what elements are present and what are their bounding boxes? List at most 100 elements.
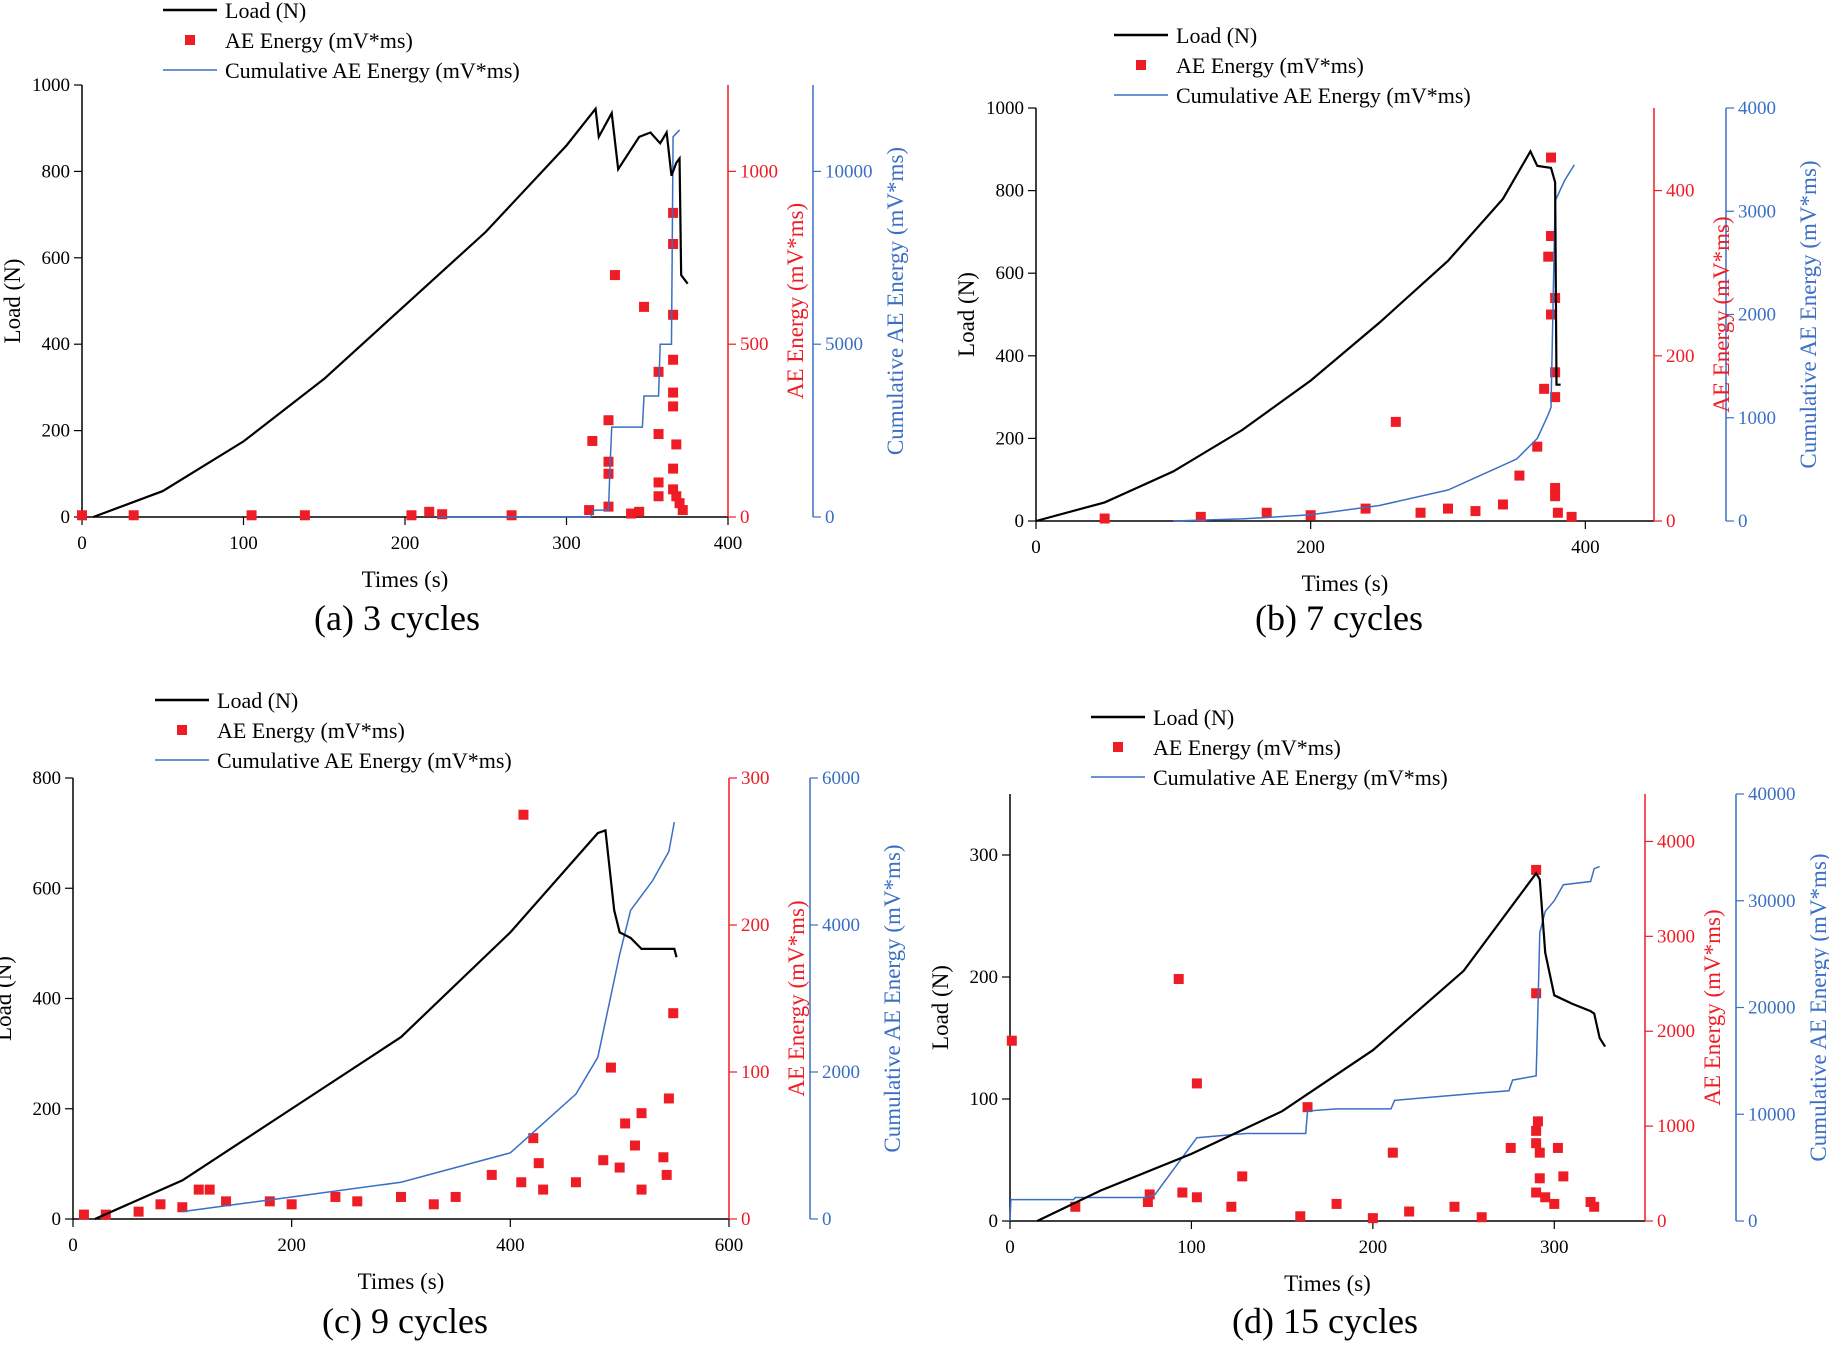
y-axis-label: Load (N) bbox=[928, 965, 953, 1050]
x-axis-label: Times (s) bbox=[358, 1269, 445, 1294]
y3-axis-label: Cumulative AE Energy (mV*ms) bbox=[1806, 853, 1829, 1161]
y-tick-label: 0 bbox=[989, 1211, 999, 1232]
ae-energy-point bbox=[1550, 392, 1561, 403]
ae-energy-point bbox=[629, 1140, 640, 1151]
ae-energy-point bbox=[1546, 152, 1556, 163]
y3-tick-label: 20000 bbox=[1748, 998, 1796, 1019]
ae-energy-point bbox=[77, 510, 87, 521]
y-tick-label: 800 bbox=[33, 768, 62, 789]
chart-panel-2: 0 200 400 600020040060080001002003000200040… bbox=[0, 688, 905, 1341]
load-line bbox=[92, 105, 689, 519]
ae-energy-point bbox=[424, 506, 435, 517]
ae-energy-point bbox=[437, 509, 448, 520]
ae-energy-point bbox=[1540, 1192, 1551, 1203]
y3-tick-label: 0 bbox=[825, 507, 835, 528]
ae-energy-point bbox=[626, 508, 637, 519]
ae-energy-point bbox=[1449, 1201, 1460, 1212]
y2-axis-label: AE Energy (mV*ms) bbox=[1700, 909, 1725, 1105]
legend-label: Cumulative AE Energy (mV*ms) bbox=[217, 748, 512, 773]
ae-energy-point bbox=[1415, 507, 1426, 518]
ae-energy-point bbox=[128, 510, 139, 521]
ae-energy-point bbox=[677, 505, 688, 516]
y2-tick-label: 0 bbox=[740, 507, 750, 528]
x-tick-label: 400 bbox=[496, 1235, 525, 1256]
ae-energy-point bbox=[1566, 511, 1577, 522]
x-tick-label: 400 bbox=[714, 533, 743, 554]
legend-label: Cumulative AE Energy (mV*ms) bbox=[225, 58, 520, 83]
legend-label: Load (N) bbox=[217, 688, 298, 713]
ae-energy-point bbox=[1531, 988, 1542, 999]
x-tick-label: 100 bbox=[229, 533, 258, 554]
chart-panel-0: 0 100 200 300 400020040060080010000500100005… bbox=[0, 0, 908, 638]
ae-energy-point bbox=[653, 477, 664, 488]
ae-energy-point bbox=[352, 1196, 363, 1207]
ae-energy-point bbox=[1550, 482, 1561, 493]
y3-tick-label: 10000 bbox=[1748, 1104, 1796, 1125]
y3-tick-label: 0 bbox=[1738, 511, 1748, 532]
ae-energy-point bbox=[634, 506, 645, 517]
ae-energy-point bbox=[1470, 506, 1481, 517]
y-tick-label: 1000 bbox=[986, 98, 1024, 119]
y3-axis-label: Cumulative AE Energy (mV*ms) bbox=[880, 844, 905, 1152]
ae-energy-point bbox=[133, 1206, 144, 1217]
ae-energy-point bbox=[1226, 1201, 1237, 1212]
ae-energy-point bbox=[1142, 1197, 1153, 1208]
ae-energy-point bbox=[636, 1108, 647, 1119]
ae-energy-point bbox=[1534, 1173, 1545, 1184]
y3-tick-label: 5000 bbox=[825, 334, 863, 355]
y-axis-label: Load (N) bbox=[0, 956, 16, 1041]
y-tick-label: 800 bbox=[996, 181, 1025, 202]
legend-label: Load (N) bbox=[1176, 23, 1257, 48]
ae-energy-point bbox=[396, 1191, 406, 1202]
cumulative-ae-line bbox=[182, 821, 676, 1213]
ae-energy-point bbox=[1552, 507, 1563, 518]
panel-caption: (b) 7 cycles bbox=[1255, 598, 1423, 638]
y3-tick-label: 30000 bbox=[1748, 891, 1796, 912]
ae-energy-point bbox=[1195, 511, 1206, 522]
ae-energy-point bbox=[605, 1062, 616, 1073]
ae-energy-point bbox=[1144, 1189, 1155, 1200]
ae-energy-point bbox=[1191, 1078, 1202, 1089]
y-tick-label: 400 bbox=[33, 989, 62, 1010]
y3-tick-label: 4000 bbox=[822, 915, 860, 936]
ae-energy-point bbox=[636, 1184, 647, 1195]
y-tick-label: 0 bbox=[61, 507, 71, 528]
x-tick-label: 600 bbox=[715, 1235, 744, 1256]
ae-energy-point bbox=[428, 1199, 439, 1210]
x-tick-label: 100 bbox=[1177, 1237, 1206, 1258]
ae-energy-point bbox=[204, 1184, 215, 1195]
ae-energy-point bbox=[1543, 251, 1554, 262]
x-tick-label: 300 bbox=[1540, 1237, 1569, 1258]
x-tick-label: 0 bbox=[77, 533, 87, 554]
y2-axis-label: AE Energy (mV*ms) bbox=[783, 203, 808, 399]
ae-energy-point bbox=[406, 510, 417, 521]
y2-tick-label: 2000 bbox=[1657, 1021, 1695, 1042]
legend-ae-swatch bbox=[1136, 60, 1146, 70]
ae-energy-point bbox=[1546, 309, 1556, 320]
ae-energy-point bbox=[661, 1169, 672, 1180]
x-tick-label: 200 bbox=[1296, 537, 1325, 558]
y-tick-label: 0 bbox=[52, 1209, 62, 1230]
ae-energy-point bbox=[78, 1209, 89, 1220]
x-tick-label: 300 bbox=[552, 533, 581, 554]
y3-tick-label: 0 bbox=[822, 1209, 832, 1230]
cumulative-ae-line bbox=[1173, 164, 1575, 522]
y-tick-label: 200 bbox=[33, 1099, 62, 1120]
ae-energy-point bbox=[193, 1184, 204, 1195]
legend-label: AE Energy (mV*ms) bbox=[225, 28, 413, 53]
cumulative-ae-line bbox=[437, 129, 681, 518]
y-axis-label: Load (N) bbox=[0, 259, 25, 344]
y-tick-label: 600 bbox=[996, 263, 1025, 284]
ae-energy-point bbox=[450, 1191, 461, 1202]
y-tick-label: 300 bbox=[970, 845, 999, 866]
ae-energy-point bbox=[1514, 470, 1525, 481]
x-tick-label: 400 bbox=[1571, 537, 1600, 558]
ae-energy-point bbox=[1390, 416, 1401, 427]
ae-energy-point bbox=[486, 1169, 497, 1180]
ae-energy-point bbox=[668, 387, 679, 398]
ae-energy-point bbox=[653, 429, 664, 440]
ae-energy-point bbox=[663, 1093, 674, 1104]
y2-tick-label: 1000 bbox=[1657, 1116, 1695, 1137]
load-line bbox=[1035, 149, 1561, 523]
